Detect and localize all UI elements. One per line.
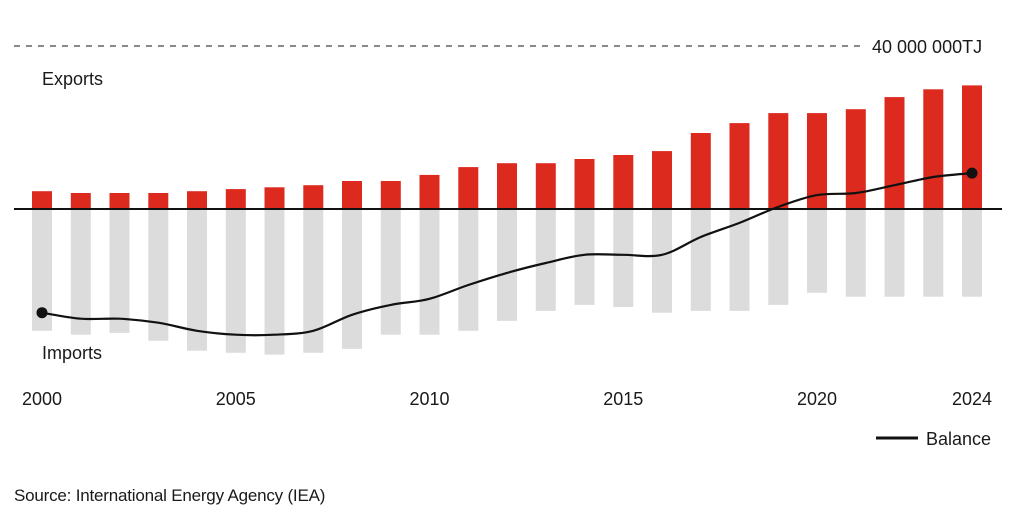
balance-line [41,172,973,337]
source-note: Source: International Energy Agency (IEA… [14,486,326,505]
export-bar-2001 [70,193,91,209]
export-bar-2016 [652,151,672,209]
import-bar-2021 [845,209,866,297]
export-bar-2011 [458,167,479,209]
export-bar-2014 [574,159,595,209]
import-bar-2014 [574,209,595,305]
import-bar-2006 [264,209,285,355]
export-bar-2000 [32,191,52,209]
export-bar-2005 [225,189,246,209]
import-bar-2004 [187,209,207,351]
import-bar-2017 [690,209,711,311]
import-bar-2023 [923,209,944,297]
legend: Balance [876,429,991,449]
export-bar-2013 [535,163,556,209]
import-bar-2024 [962,209,982,297]
export-bar-2017 [690,133,711,209]
import-bar-2012 [497,209,517,321]
balance-line-group [36,167,978,337]
export-bar-2004 [187,191,207,209]
import-bar-2013 [535,209,556,311]
export-bar-2008 [342,181,362,209]
x-tick-label-2024: 2024 [952,389,992,409]
import-bar-2020 [807,209,827,293]
import-bar-2015 [613,209,634,307]
balance-start-point [36,307,48,319]
import-bar-2001 [70,209,91,335]
x-tick-label-2010: 2010 [409,389,449,409]
import-bar-2018 [729,209,750,311]
exports-series-label: Exports [42,69,103,89]
bars-group [32,85,982,355]
import-bar-2022 [884,209,905,297]
import-bar-2009 [380,209,401,335]
export-bar-2002 [109,193,130,209]
x-tick-label-2005: 2005 [216,389,256,409]
export-bar-2010 [419,174,440,209]
balance-end-point [966,167,978,179]
x-tick-label-2000: 2000 [22,389,62,409]
imports-series-label: Imports [42,343,102,363]
export-bar-2020 [807,113,827,209]
x-tick-label-2015: 2015 [603,389,643,409]
import-bar-2010 [419,209,440,335]
export-bar-2009 [380,181,401,209]
export-bar-2006 [264,187,285,209]
export-bar-2023 [923,89,944,209]
export-bar-2019 [768,113,789,209]
import-bar-2008 [342,209,362,349]
export-bar-2007 [303,185,324,209]
export-bar-2022 [884,97,905,209]
export-bar-2003 [148,193,169,209]
import-bar-2019 [768,209,789,305]
import-bar-2011 [458,209,479,331]
legend-balance-label: Balance [926,429,991,449]
export-bar-2021 [845,109,866,209]
import-bar-2000 [32,209,52,331]
x-axis-tick-labels: 2000 2005 2010 2015 2020 2024 [22,389,992,409]
import-bar-2016 [652,209,672,313]
reference-line-label: 40 000 000TJ [872,37,982,57]
x-tick-label-2020: 2020 [797,389,837,409]
import-bar-2005 [225,209,246,353]
export-bar-2012 [497,163,517,209]
import-bar-2003 [148,209,169,341]
export-bar-2015 [613,155,634,209]
export-bar-2018 [729,123,750,209]
import-bar-2002 [109,209,130,333]
import-bar-2007 [303,209,324,353]
export-bar-2024 [962,85,982,209]
